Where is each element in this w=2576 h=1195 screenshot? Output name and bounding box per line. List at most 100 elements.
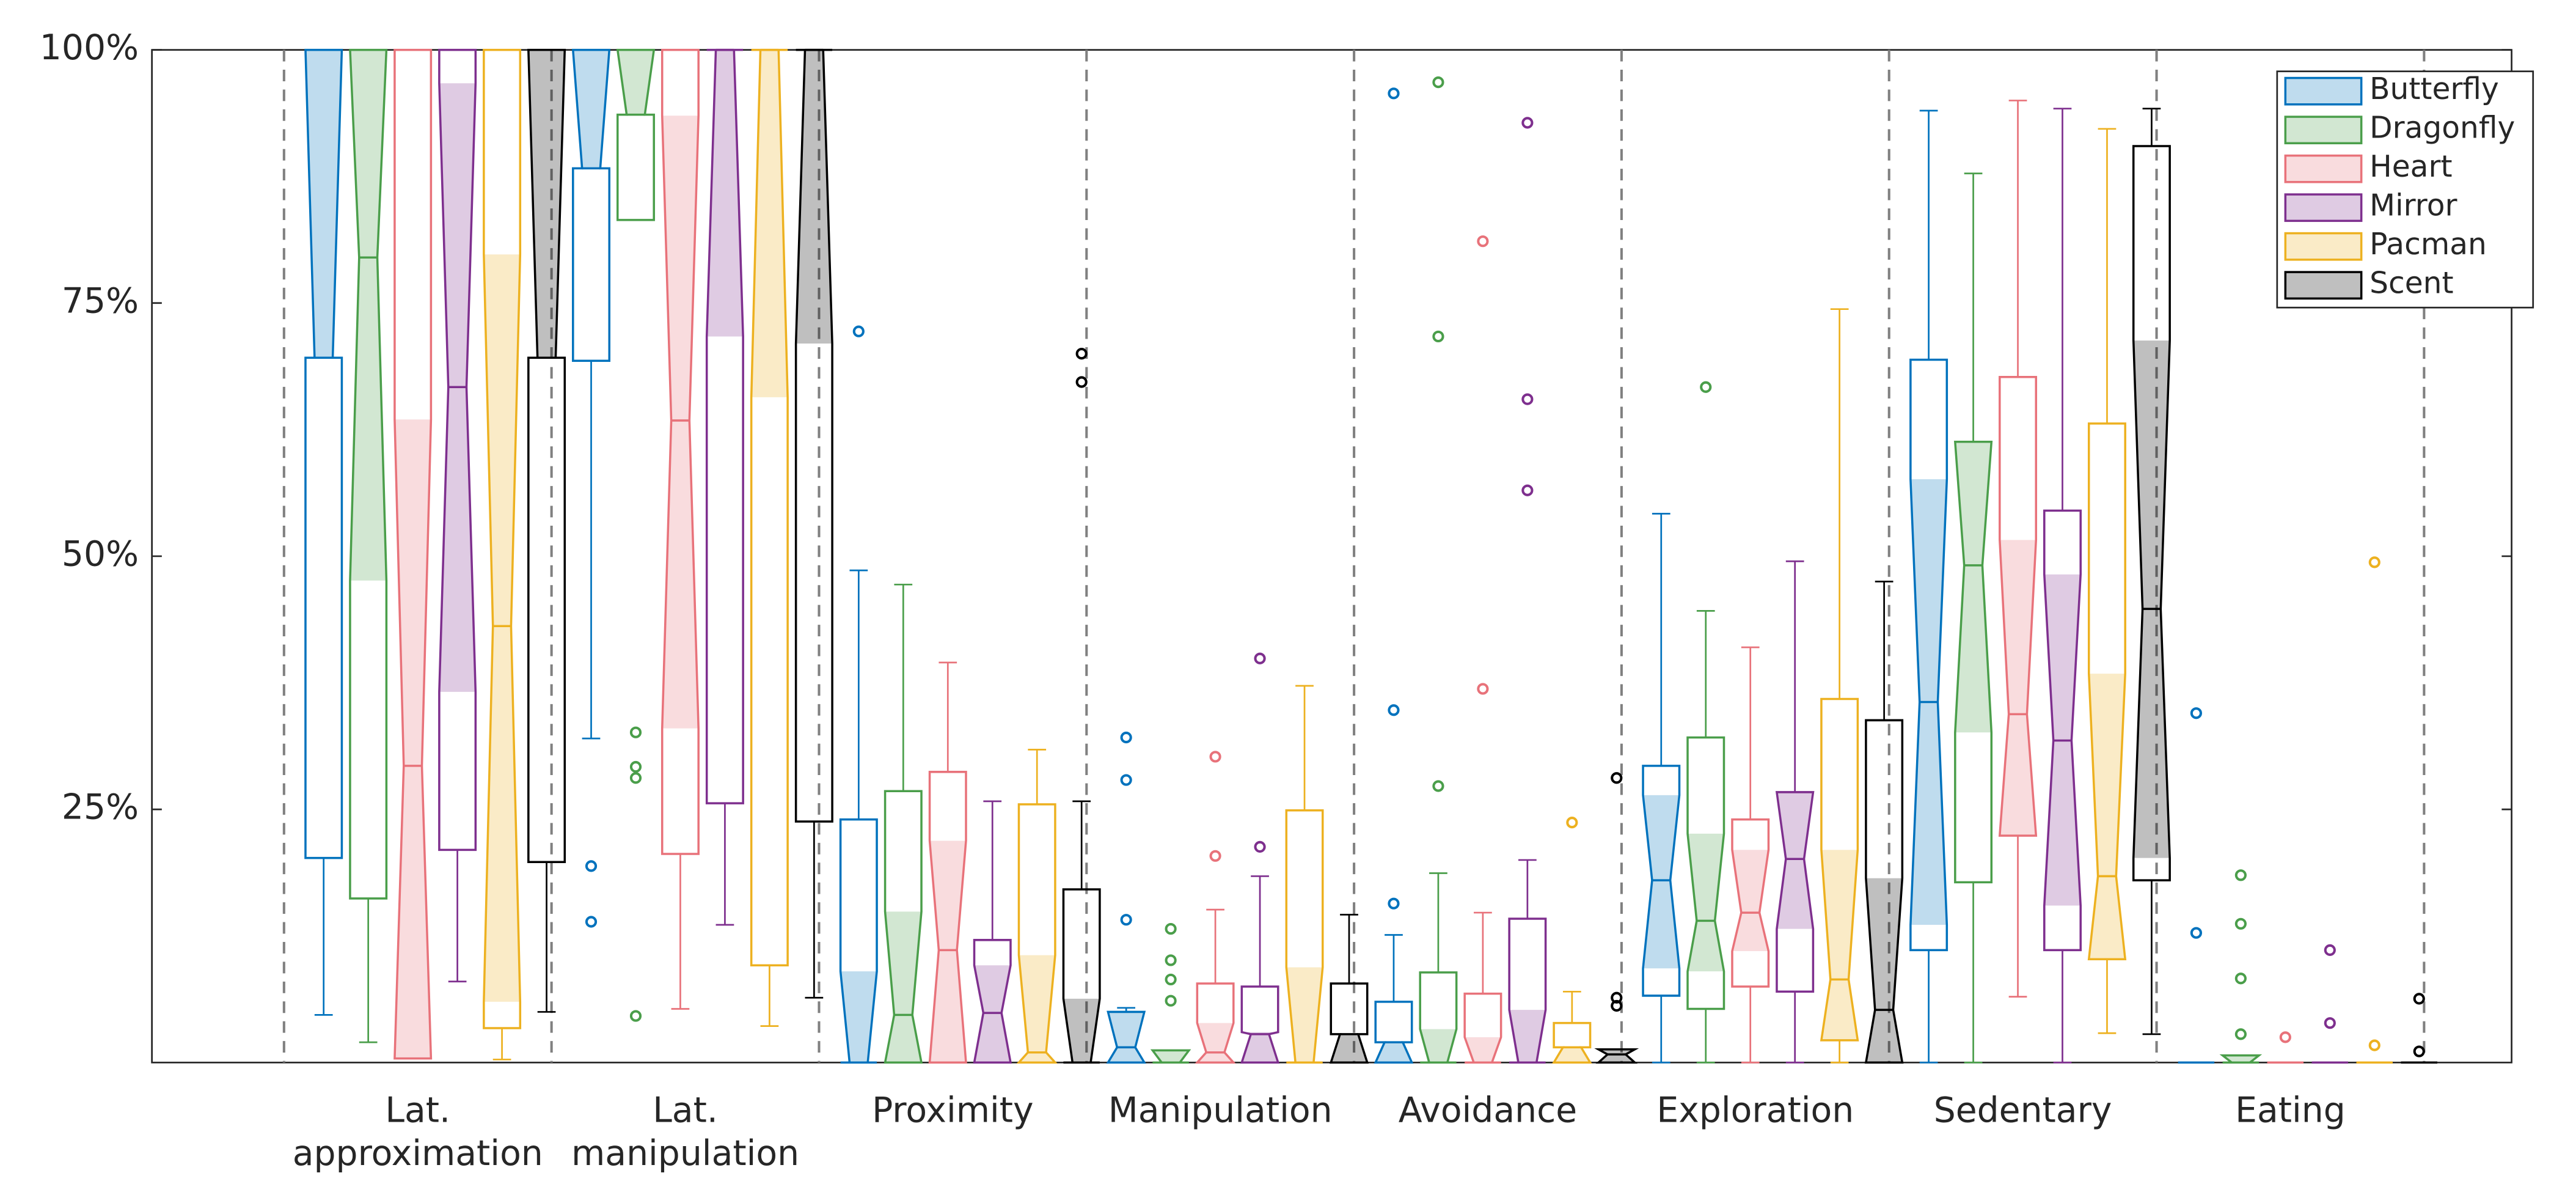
box (1419, 971, 1458, 1064)
notch (1152, 1050, 1189, 1063)
box (705, 48, 744, 804)
outlier (1075, 348, 1088, 360)
legend-label: Heart (2369, 150, 2452, 184)
box (349, 48, 388, 900)
outlier (2368, 1039, 2380, 1051)
box (1016, 803, 1058, 1064)
box (1686, 736, 1725, 1010)
notch (840, 971, 877, 1063)
outlier (2190, 707, 2203, 719)
outlier (2368, 556, 2380, 568)
outlier (1521, 117, 1534, 129)
box (1374, 1001, 1414, 1064)
outlier (1165, 922, 1177, 935)
outlier (2413, 993, 2425, 1005)
notch (2222, 1055, 2259, 1063)
box (304, 48, 343, 859)
box (2043, 509, 2082, 952)
notch (2133, 340, 2170, 858)
notch (1643, 795, 1680, 969)
box (2087, 422, 2127, 961)
x-tick-label-box: Proximity (872, 1090, 1034, 1131)
notch (617, 50, 654, 115)
notch (483, 254, 521, 1002)
outlier (585, 916, 598, 928)
notch (1554, 1047, 1590, 1063)
outlier (629, 772, 642, 784)
outlier (585, 860, 598, 872)
x-tick-label: Lat. manipulation (571, 1090, 800, 1174)
box (1594, 1048, 1639, 1064)
outlier (2234, 917, 2247, 930)
x-tick-label-box: Manipulation (1108, 1090, 1333, 1131)
x-tick-label: Proximity (872, 1090, 1034, 1131)
notch (1286, 967, 1323, 1063)
legend-swatch (2284, 193, 2363, 222)
outlier (629, 1010, 642, 1022)
box (1195, 982, 1236, 1064)
notch (1375, 1042, 1412, 1063)
outlier (1477, 235, 1489, 248)
box (571, 48, 611, 362)
outlier (1432, 330, 1444, 343)
notch (349, 50, 387, 581)
notch (1865, 878, 1903, 1063)
notch (1999, 540, 2036, 836)
y-tick-label: 25% (62, 787, 139, 828)
x-tick-label-box: Sedentary (1933, 1090, 2112, 1131)
notch (1732, 850, 1769, 952)
legend-label: Pacman (2369, 227, 2487, 262)
box (928, 771, 967, 1064)
box (1552, 1021, 1592, 1064)
box (1909, 358, 1948, 952)
notch (929, 840, 966, 1063)
outlier (1165, 973, 1177, 986)
box (1864, 719, 1904, 1064)
legend-swatch (2284, 232, 2363, 261)
box (1998, 375, 2038, 837)
outlier (1521, 484, 1534, 496)
outlier (1209, 751, 1221, 763)
box (973, 939, 1012, 1064)
legend-swatch (2284, 271, 2363, 300)
box (1642, 765, 1681, 997)
notch (796, 50, 833, 344)
box (839, 818, 878, 1064)
box (1329, 982, 1369, 1064)
notch (1465, 1037, 1501, 1063)
x-tick-label: Lat. approximation (292, 1090, 543, 1174)
notch (1063, 998, 1100, 1063)
x-tick-label-box: Eating (2235, 1090, 2346, 1131)
outlier (1611, 772, 1623, 784)
notch (1821, 850, 1858, 1040)
x-tick-label: Eating (2235, 1090, 2346, 1131)
box (750, 48, 789, 966)
outlier (1700, 381, 1712, 393)
outlier (1477, 683, 1489, 695)
notch (1509, 1010, 1546, 1063)
legend-swatch (2284, 116, 2363, 145)
x-tick-label-box: Avoidance (1399, 1090, 1578, 1130)
box (660, 48, 700, 855)
notch (1019, 955, 1055, 1063)
box (616, 48, 656, 221)
x-tick-label: Manipulation (1108, 1090, 1333, 1131)
outlier (2190, 927, 2203, 939)
outlier (1388, 87, 1400, 100)
outlier (1611, 999, 1623, 1012)
outlier (629, 726, 642, 738)
outlier (1388, 704, 1400, 716)
outlier (2234, 1028, 2247, 1040)
notch (394, 419, 431, 1059)
x-tick-label: Sedentary (1933, 1090, 2112, 1131)
box (1731, 818, 1770, 988)
box (393, 48, 433, 1060)
notch (573, 50, 610, 169)
outlier (1566, 817, 1578, 829)
notch (1598, 1049, 1635, 1063)
outlier (2234, 869, 2247, 881)
box (1953, 440, 1993, 884)
y-tick-label: 100% (40, 28, 139, 68)
